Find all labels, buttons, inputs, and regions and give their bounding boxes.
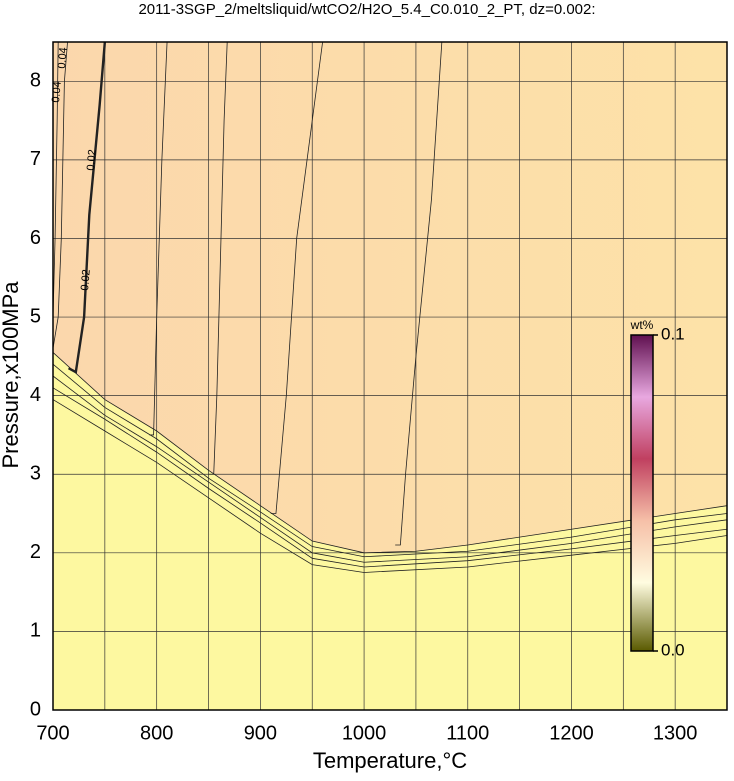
contour-line <box>52 399 728 573</box>
x-tick-label: 1200 <box>549 722 594 744</box>
contour-line <box>149 41 168 436</box>
contour-line <box>395 41 443 546</box>
contour-line <box>52 363 728 558</box>
colorbar-tick-label: 0.1 <box>661 324 685 343</box>
x-axis-label: Temperature,°C <box>313 748 467 773</box>
colorbar-tick-label: 0.0 <box>661 640 685 659</box>
contour-line <box>52 352 728 554</box>
x-tick-label: 1000 <box>342 722 387 744</box>
contour-label: 0.04 <box>56 47 70 69</box>
y-tick-label: 5 <box>30 305 41 327</box>
y-axis-label: Pressure,x100MPa <box>0 281 23 469</box>
x-tick-label: 1300 <box>653 722 698 744</box>
contour-label: 0.02 <box>85 149 99 171</box>
contour-line <box>52 41 68 349</box>
contour-label: 0.04 <box>50 81 64 103</box>
contour-line <box>52 41 59 318</box>
contour-label: 0.02 <box>79 269 93 291</box>
x-tick-label: 1100 <box>446 722 489 744</box>
x-tick-label: 800 <box>140 722 173 744</box>
contour-line <box>52 387 728 568</box>
colorbar-label: wt% <box>630 318 654 332</box>
plot-frame <box>52 41 728 711</box>
contour-line <box>52 375 728 563</box>
contour-line <box>270 41 323 514</box>
y-tick-label: 7 <box>30 148 41 170</box>
x-tick-label: 900 <box>244 722 277 744</box>
y-tick-label: 8 <box>30 70 41 92</box>
y-tick-label: 2 <box>30 541 41 563</box>
x-tick-label: 700 <box>36 722 69 744</box>
colorbar <box>630 334 654 652</box>
melt-region <box>53 42 727 553</box>
contour-line <box>67 41 107 374</box>
contour-line <box>208 41 228 475</box>
chart-title: 2011-3SGP_2/meltsliquid/wtCO2/H2O_5.4_C0… <box>138 1 595 18</box>
y-tick-label: 1 <box>30 620 41 642</box>
y-tick-label: 0 <box>30 698 41 720</box>
y-tick-label: 3 <box>30 463 41 485</box>
y-tick-label: 4 <box>30 384 41 406</box>
y-tick-label: 6 <box>30 227 41 249</box>
